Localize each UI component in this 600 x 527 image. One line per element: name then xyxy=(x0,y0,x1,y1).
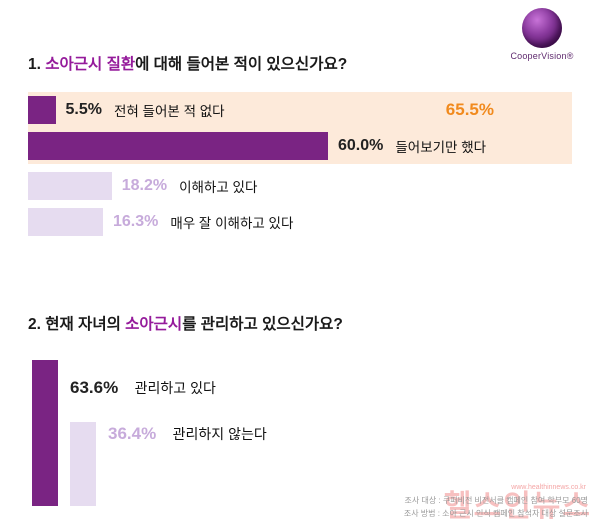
coopervision-sphere-icon xyxy=(522,8,562,48)
pct-never-heard: 5.5% xyxy=(65,101,102,118)
pct-not-managing: 36.4% xyxy=(108,424,157,443)
q1-row-understand-well: 16.3% 매우 잘 이해하고 있다 xyxy=(28,204,572,240)
label-managing: 관리하고 있다 xyxy=(134,380,216,396)
q2-label-not-managing: 36.4% 관리하지 않는다 xyxy=(108,424,267,444)
question2-title-prefix: 2. 현재 자녀의 xyxy=(28,316,126,333)
question2-bar-chart: 63.6% 관리하고 있다 36.4% 관리하지 않는다 xyxy=(32,356,552,506)
question2-title-highlight: 소아근시 xyxy=(125,316,183,333)
pct-managing: 63.6% xyxy=(70,378,119,397)
question1-title-suffix: 에 대해 들어본 적이 있으신가요? xyxy=(135,56,348,73)
question2-title: 2. 현재 자녀의 소아근시를 관리하고 있으신가요? xyxy=(28,312,343,334)
question1-title-highlight: 소아근시 질환 xyxy=(45,56,136,73)
pct-only-heard: 60.0% xyxy=(338,137,384,154)
question1-title: 1. 소아근시 질환에 대해 들어본 적이 있으신가요? xyxy=(28,52,347,74)
bar-understand-well xyxy=(28,208,103,236)
label-understand: 이해하고 있다 xyxy=(179,180,258,195)
q2-label-managing: 63.6% 관리하고 있다 xyxy=(70,378,216,398)
survey-target-note: 조사 대상 : 쿠퍼비전 비전서클 캠페인 참여 학부모 60명 xyxy=(404,496,588,506)
pct-understand-well: 16.3% xyxy=(112,213,159,230)
bar-not-managing xyxy=(70,422,96,506)
combined-total-value: 65.5% xyxy=(445,100,494,119)
bar-only-heard xyxy=(28,132,328,160)
question1-title-prefix: 1. xyxy=(28,56,46,73)
healthinnews-watermark: 헬스인뉴스 xyxy=(444,490,592,523)
bar-managing xyxy=(32,359,58,506)
survey-notes: 조사 대상 : 쿠퍼비전 비전서클 캠페인 참여 학부모 60명 조사 방법 :… xyxy=(404,495,588,521)
coopervision-logo: CooperVision® xyxy=(500,8,584,61)
bar-understand xyxy=(28,172,112,200)
pct-understand: 18.2% xyxy=(121,177,168,194)
survey-method-note: 조사 방법 : 소아 근시 인식 캠페인 참석자 대상 설문조사 xyxy=(403,509,588,519)
q1-row-only-heard: 60.0% 들어보기만 했다 xyxy=(28,128,572,164)
label-never-heard: 전혀 들어본 적 없다 xyxy=(113,104,225,119)
label-not-managing: 관리하지 않는다 xyxy=(172,426,267,442)
question1-bar-chart: 5.5% 전혀 들어본 적 없다 65.5% 60.0% 들어보기만 했다 18… xyxy=(28,92,572,240)
question2-title-suffix: 를 관리하고 있으신가요? xyxy=(182,316,343,333)
label-only-heard: 들어보기만 했다 xyxy=(395,140,487,155)
q1-row-never-heard: 5.5% 전혀 들어본 적 없다 65.5% xyxy=(28,92,572,128)
coopervision-logo-text: CooperVision® xyxy=(510,51,574,61)
watermark-url: www.healthinnews.co.kr xyxy=(511,484,586,491)
label-understand-well: 매우 잘 이해하고 있다 xyxy=(170,216,294,231)
q1-row-understand: 18.2% 이해하고 있다 xyxy=(28,168,572,204)
bar-never-heard xyxy=(28,96,56,124)
